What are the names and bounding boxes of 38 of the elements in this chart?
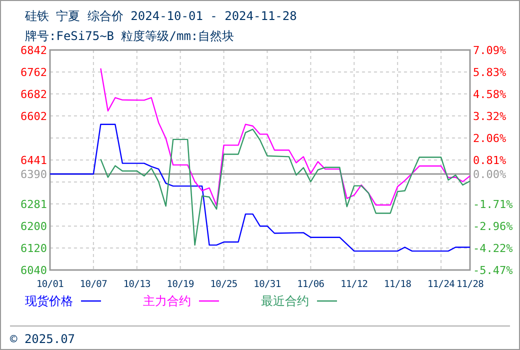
y-tick-label: 6602 <box>20 110 47 123</box>
y2-tick-label: 4.58% <box>473 88 506 101</box>
y2-tick-label: 5.83% <box>473 66 506 80</box>
y2-tick-label: 3.32% <box>473 110 506 124</box>
y2-tick-label: 2.06% <box>473 132 506 146</box>
y2-tick-label: 7.09% <box>473 44 506 57</box>
legend-label: 最近合约 <box>261 294 309 308</box>
y-tick-label: 6842 <box>20 44 47 57</box>
x-tick-label: 11/12 <box>340 279 368 290</box>
text: © 2025.07 <box>10 332 76 346</box>
y-tick-label: 6682 <box>20 88 47 101</box>
y-tick-label: 6390 <box>20 168 47 181</box>
y-tick-label: 6040 <box>20 264 47 277</box>
y-tick-label: 6762 <box>20 66 47 79</box>
y-tick-label: 6441 <box>20 154 47 167</box>
x-tick-label: 10/19 <box>166 279 194 290</box>
chart-title: 硅铁 宁夏 综合价 2024-10-01 - 2024-11-28 <box>24 9 297 23</box>
x-tick-label: 11/06 <box>297 279 325 290</box>
y-tick-label: 6200 <box>20 220 47 234</box>
legend-label: 现货价格 <box>25 294 73 308</box>
x-tick-label: 10/13 <box>123 279 150 290</box>
x-tick-label: 11/18 <box>384 279 412 290</box>
y2-tick-label: -4.22% <box>473 242 514 256</box>
y2-tick-label: 0.81% <box>473 154 506 167</box>
y-tick-label: 6120 <box>20 242 47 256</box>
y-tick-label: 6281 <box>20 198 47 211</box>
x-tick-label: 11/28 <box>456 279 484 290</box>
chart-subtitle: 牌号:FeSi75~B 粒度等级/mm:自然块 <box>25 29 234 43</box>
y2-tick-label: -1.71% <box>473 198 514 212</box>
x-tick-label: 11/24 <box>427 279 456 290</box>
legend-label: 主力合约 <box>143 294 191 308</box>
x-tick-label: 10/07 <box>80 279 108 290</box>
x-tick-label: 10/25 <box>210 279 238 290</box>
y2-tick-label: 0.00% <box>473 168 506 182</box>
y2-tick-label: -2.96% <box>473 220 514 234</box>
y2-tick-label: -5.47% <box>473 264 514 277</box>
x-tick-label: 10/31 <box>254 279 282 290</box>
x-tick-label: 10/01 <box>36 279 64 290</box>
